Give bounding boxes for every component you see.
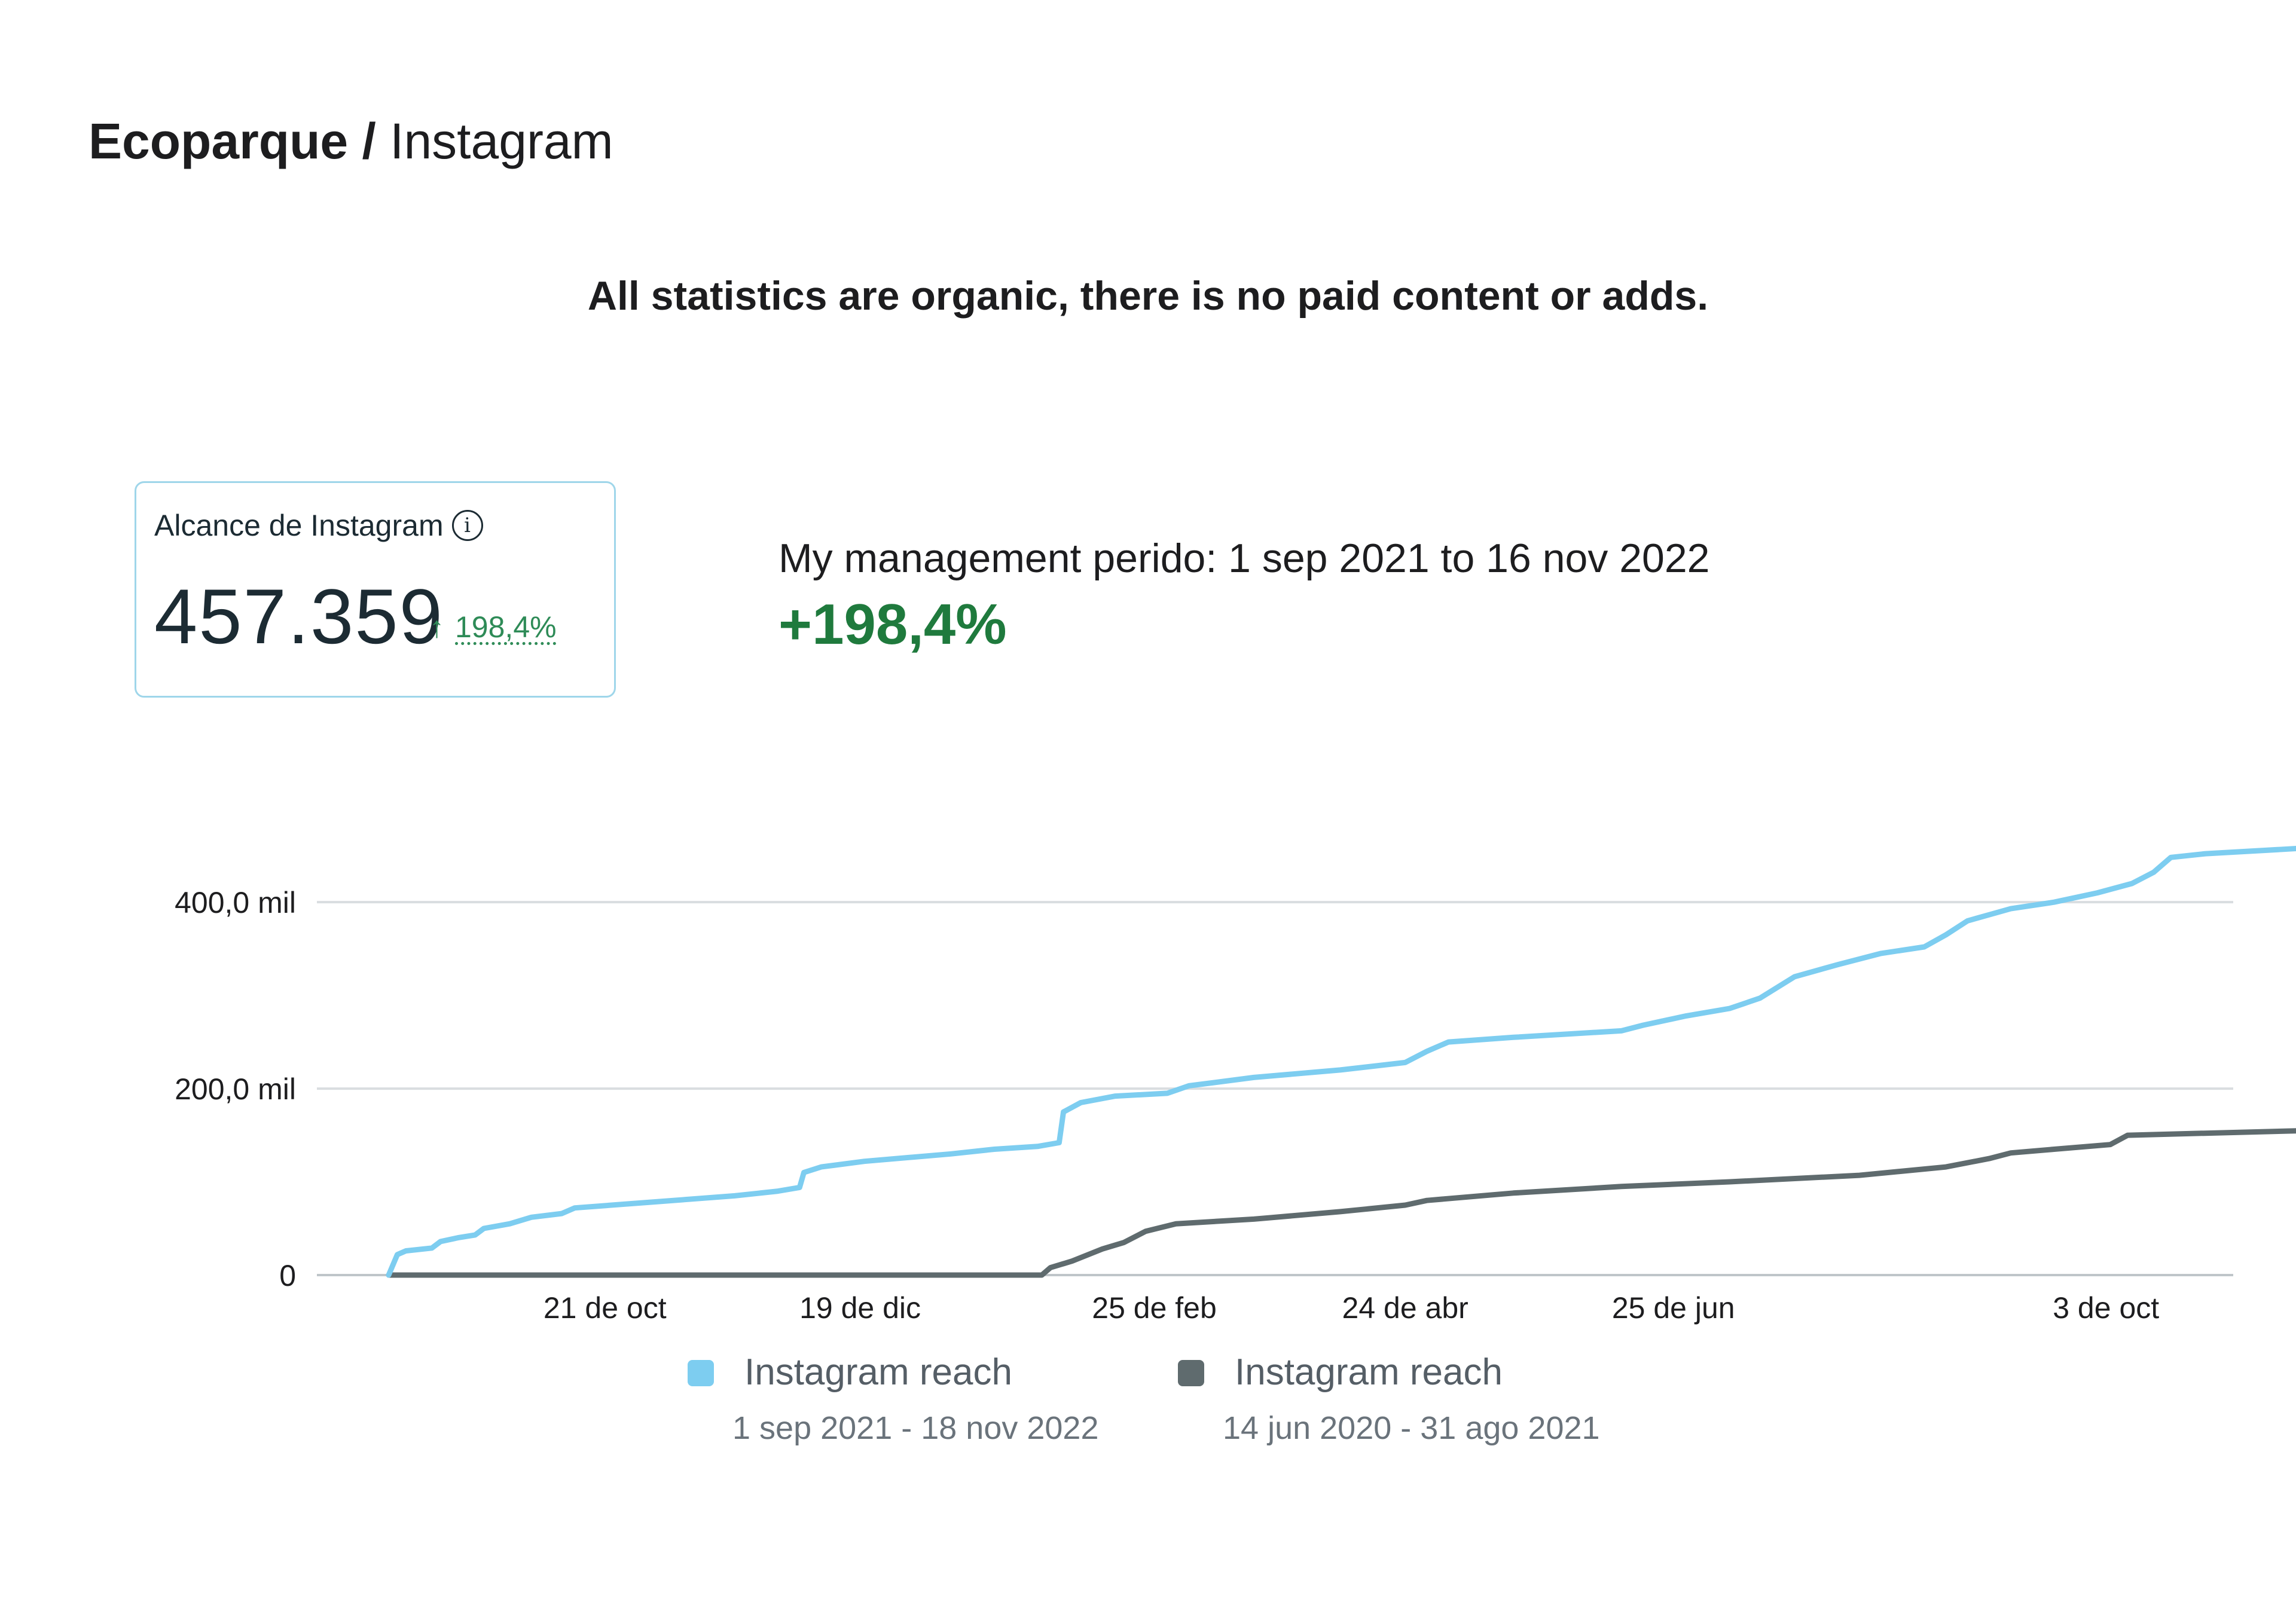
management-growth-value: +198,4%	[778, 592, 1007, 656]
legend-label-previous: Instagram reach	[1235, 1352, 1503, 1393]
info-icon[interactable]: i	[451, 510, 483, 541]
x-tick-label: 21 de oct	[544, 1291, 667, 1325]
x-tick-label: 19 de dic	[799, 1291, 921, 1325]
metric-change-value[interactable]: 198,4%	[455, 610, 557, 644]
legend-range-previous: 14 jun 2020 - 31 ago 2021	[1223, 1410, 1600, 1446]
page-title-platform: Instagram	[390, 113, 613, 169]
y-tick-label: 200,0 mil	[175, 1072, 296, 1106]
y-tick-label: 0	[279, 1259, 296, 1292]
x-tick-label: 25 de feb	[1092, 1291, 1217, 1325]
subtitle: All statistics are organic, there is no …	[587, 273, 1709, 319]
x-tick-label: 25 de jun	[1612, 1291, 1735, 1325]
y-tick-label: 400,0 mil	[175, 886, 296, 919]
metric-label: Alcance de Instagram	[154, 509, 444, 542]
arrow-up-icon: ↑	[429, 610, 444, 644]
metric-value: 457.359	[154, 573, 444, 660]
legend-item-current[interactable]: Instagram reach 1 sep 2021 - 18 nov 2022	[688, 1351, 1142, 1453]
page-title: Ecoparque / Instagram	[88, 111, 613, 171]
reach-metric-card[interactable]: Alcance de Instagram i 457.359 ↑ 198,4%	[135, 481, 616, 698]
series-line-previous	[386, 1128, 2296, 1278]
legend-item-previous[interactable]: Instagram reach 14 jun 2020 - 31 ago 202…	[1178, 1351, 1632, 1453]
metric-change[interactable]: ↑ 198,4%	[429, 610, 557, 644]
page-title-separator: /	[348, 113, 390, 169]
legend-swatch-previous	[1178, 1360, 1204, 1386]
legend-label-current: Instagram reach	[744, 1352, 1012, 1393]
x-tick-label: 24 de abr	[1342, 1291, 1468, 1325]
metric-label-row: Alcance de Instagram i	[154, 508, 483, 543]
legend-range-current: 1 sep 2021 - 18 nov 2022	[732, 1410, 1099, 1446]
series-line-current	[386, 846, 2296, 1278]
management-period-label: My management perido: 1 sep 2021 to 16 n…	[778, 536, 1710, 581]
legend-swatch-current	[688, 1360, 714, 1386]
page-title-brand: Ecoparque	[88, 113, 349, 169]
x-tick-label: 3 de oct	[2053, 1291, 2159, 1325]
